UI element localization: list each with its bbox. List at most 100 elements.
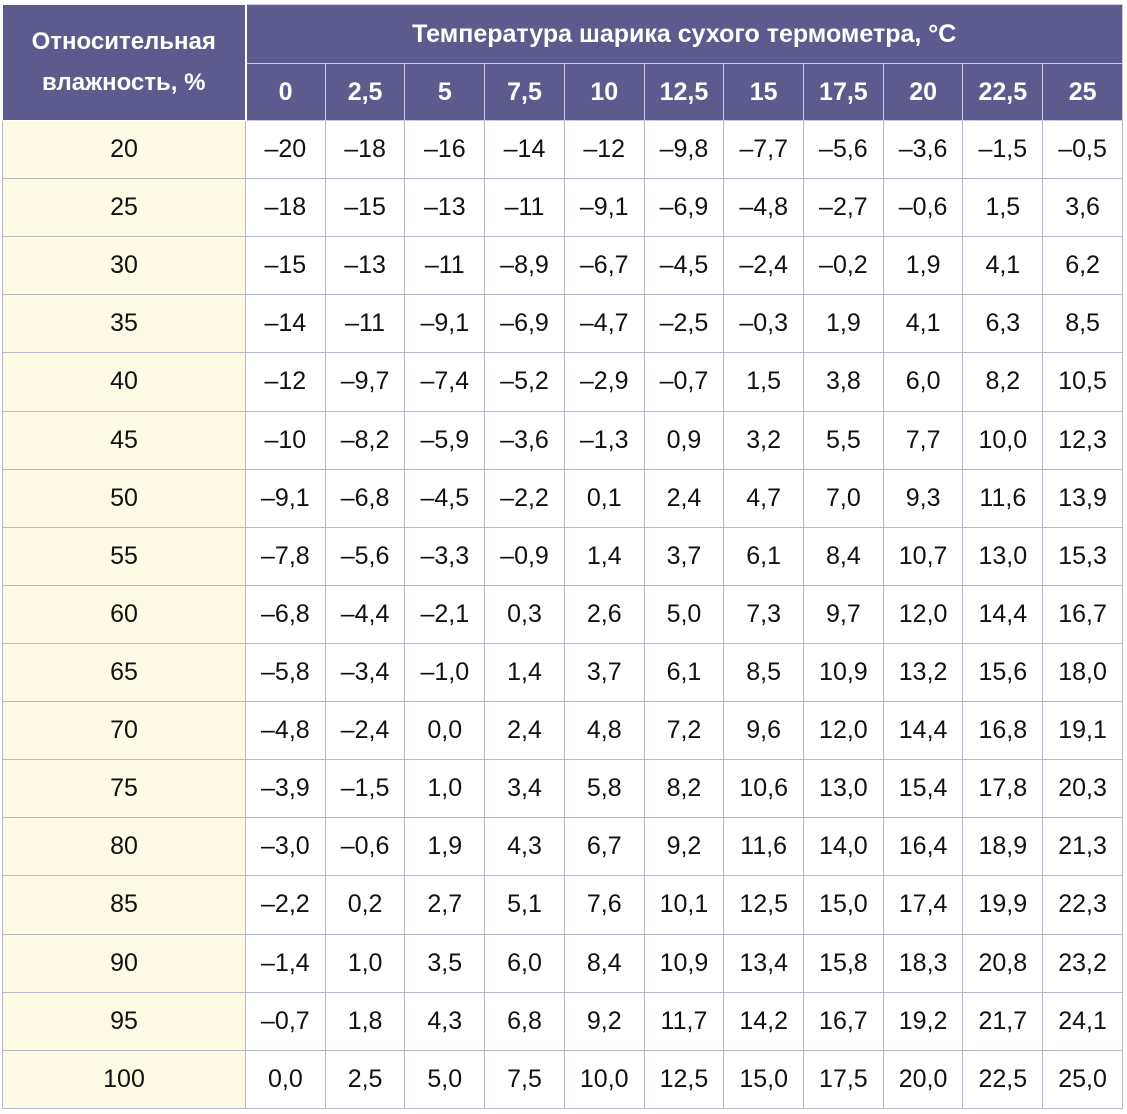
table-cell-dew-point: 8,2 [962, 352, 1044, 412]
table-body: 20 –20 –18 –16 –14 –12 –9,8 –7,7 –5,6 –3,6 –1,5 –0,… [2, 119, 1123, 1110]
table-cell-dew-point: 12,3 [1042, 410, 1123, 470]
table-cell-dew-point: 3,7 [563, 642, 645, 703]
column-header-temp: 10 [563, 63, 645, 121]
table-cell-dew-point: –4,8 [245, 701, 326, 761]
row-header-humidity: 35 [2, 294, 246, 354]
table-cell-dew-point: 15,0 [803, 875, 884, 935]
table-cell-dew-point: –12 [563, 119, 645, 180]
table-cell-dew-point: 1,4 [484, 642, 565, 703]
table-cell-dew-point: 3,7 [643, 526, 725, 586]
table-cell-dew-point: 16,7 [1042, 584, 1123, 644]
table-cell-dew-point: 2,5 [324, 1049, 406, 1110]
table-cell-dew-point: 2,4 [484, 701, 565, 761]
table-cell-dew-point: 16,7 [803, 991, 884, 1051]
table-cell-dew-point: 10,5 [1042, 352, 1123, 412]
table-cell-dew-point: –3,3 [404, 526, 486, 586]
table-cell-dew-point: 20,8 [962, 933, 1044, 993]
row-header-humidity: 100 [2, 1049, 246, 1110]
table-cell-dew-point: –6,9 [484, 294, 565, 354]
table-cell-dew-point: 7,2 [643, 701, 725, 761]
table-cell-dew-point: 19,2 [882, 991, 964, 1051]
row-header-humidity: 80 [2, 817, 246, 877]
table-cell-dew-point: 15,4 [882, 759, 964, 819]
table-cell-dew-point: –1,5 [962, 119, 1044, 180]
row-header-humidity: 65 [2, 642, 246, 703]
table-row: 80 –3,0 –0,6 1,9 4,3 6,7 9,2 11,6 14,0 16,4 18,9 21… [2, 817, 1123, 877]
table-cell-dew-point: –2,4 [324, 701, 406, 761]
table-cell-dew-point: 13,4 [723, 933, 805, 993]
column-header-temp: 5 [404, 63, 486, 121]
header-relative-humidity: Относительная влажность, % [2, 4, 247, 121]
table-cell-dew-point: 12,5 [723, 875, 805, 935]
table-cell-dew-point: 13,2 [882, 642, 964, 703]
table-cell-dew-point: 4,1 [962, 236, 1044, 296]
table-cell-dew-point: –12 [245, 352, 326, 412]
table-cell-dew-point: –6,8 [245, 584, 326, 644]
table-cell-dew-point: 1,9 [803, 294, 884, 354]
table-cell-dew-point: 10,0 [962, 410, 1044, 470]
table-cell-dew-point: 17,4 [882, 875, 964, 935]
table-cell-dew-point: 5,1 [484, 875, 565, 935]
row-header-humidity: 60 [2, 584, 246, 644]
table-row: 55 –7,8 –5,6 –3,3 –0,9 1,4 3,7 6,1 8,4 10,7 13,0 15… [2, 526, 1123, 586]
table-cell-dew-point: 1,8 [324, 991, 406, 1051]
table-cell-dew-point: 0,0 [245, 1049, 326, 1110]
table-cell-dew-point: 1,9 [882, 236, 964, 296]
table-row: 85 –2,2 0,2 2,7 5,1 7,6 10,1 12,5 15,0 17,4 19,9 22… [2, 875, 1123, 935]
table-cell-dew-point: 11,7 [643, 991, 725, 1051]
table-cell-dew-point: 8,5 [723, 642, 805, 703]
column-header-temp: 0 [245, 63, 326, 121]
table-cell-dew-point: 16,4 [882, 817, 964, 877]
table-cell-dew-point: –20 [245, 119, 326, 180]
table-cell-dew-point: 3,4 [484, 759, 565, 819]
table-cell-dew-point: 10,1 [643, 875, 725, 935]
table-cell-dew-point: 1,9 [404, 817, 486, 877]
table-cell-dew-point: 9,7 [803, 584, 884, 644]
table-cell-dew-point: –4,8 [723, 178, 805, 238]
table-cell-dew-point: 15,0 [723, 1049, 805, 1110]
table-cell-dew-point: –10 [245, 410, 326, 470]
table-cell-dew-point: 15,6 [962, 642, 1044, 703]
table-cell-dew-point: –15 [324, 178, 406, 238]
table-cell-dew-point: 0,1 [563, 468, 645, 528]
table-cell-dew-point: 8,4 [563, 933, 645, 993]
header-row-title: Относительная влажность, % Температура ш… [2, 4, 1123, 121]
header-row-columns: 0 2,5 5 7,5 10 12,5 15 17,5 20 22,5 25 [3, 63, 1123, 121]
table-cell-dew-point: 5,5 [803, 410, 884, 470]
table-cell-dew-point: 6,1 [643, 642, 725, 703]
table-row: 35 –14 –11 –9,1 –6,9 –4,7 –2,5 –0,3 1,9 4,1 6,3 8,5 [2, 294, 1123, 354]
table-cell-dew-point: 14,4 [962, 584, 1044, 644]
table-cell-dew-point: 9,3 [882, 468, 964, 528]
dew-point-table: Относительная влажность, % Температура ш… [2, 4, 1123, 1110]
table-cell-dew-point: 6,0 [882, 352, 964, 412]
table-cell-dew-point: 9,6 [723, 701, 805, 761]
table-cell-dew-point: 13,0 [962, 526, 1044, 586]
table-cell-dew-point: –2,7 [803, 178, 884, 238]
table-cell-dew-point: 0,3 [484, 584, 565, 644]
table-cell-dew-point: 7,7 [882, 410, 964, 470]
table-cell-dew-point: 6,3 [962, 294, 1044, 354]
table-row: 90 –1,4 1,0 3,5 6,0 8,4 10,9 13,4 15,8 18,3 20,8 23… [2, 933, 1123, 993]
table-cell-dew-point: 0,2 [324, 875, 406, 935]
table-cell-dew-point: –11 [404, 236, 486, 296]
table-cell-dew-point: –14 [245, 294, 326, 354]
table-cell-dew-point: –4,7 [563, 294, 645, 354]
table-cell-dew-point: –9,8 [643, 119, 725, 180]
table-cell-dew-point: –2,2 [484, 468, 565, 528]
table-cell-dew-point: –5,8 [245, 642, 326, 703]
table-cell-dew-point: 1,5 [723, 352, 805, 412]
table-cell-dew-point: 18,0 [1042, 642, 1123, 703]
table-cell-dew-point: –2,5 [643, 294, 725, 354]
row-header-humidity: 95 [2, 991, 246, 1051]
table-cell-dew-point: 5,8 [563, 759, 645, 819]
table-cell-dew-point: 5,0 [643, 584, 725, 644]
table-row: 60 –6,8 –4,4 –2,1 0,3 2,6 5,0 7,3 9,7 12,0 14,4 16,… [2, 584, 1123, 644]
table-header: Относительная влажность, % Температура ш… [2, 4, 1123, 121]
table-cell-dew-point: 12,0 [882, 584, 964, 644]
table-cell-dew-point: –4,5 [643, 236, 725, 296]
row-header-humidity: 20 [2, 119, 246, 180]
table-cell-dew-point: –5,6 [324, 526, 406, 586]
table-cell-dew-point: 23,2 [1042, 933, 1123, 993]
table-row: 95 –0,7 1,8 4,3 6,8 9,2 11,7 14,2 16,7 19,2 21,7 24… [2, 991, 1123, 1051]
table-cell-dew-point: –6,8 [324, 468, 406, 528]
